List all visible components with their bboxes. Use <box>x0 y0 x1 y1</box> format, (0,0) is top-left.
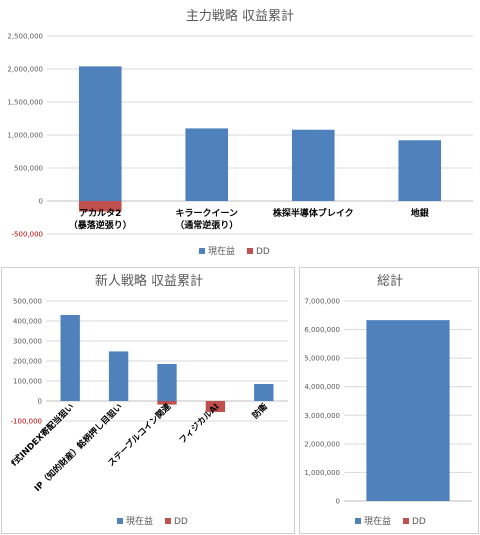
y-tick-label: 400,000 <box>13 318 42 326</box>
y-tick-label: 6,000,000 <box>304 326 340 334</box>
y-tick-label: 2,000,000 <box>7 66 43 74</box>
category-label: アカルタ2 <box>79 207 121 219</box>
legend-label: 現在益 <box>208 245 235 257</box>
y-tick-label: 0 <box>38 398 42 406</box>
bar-current-profit <box>78 66 122 201</box>
chart-title: 新人戦略 収益累計 <box>95 273 203 289</box>
y-tick-label: -100,000 <box>11 418 42 426</box>
y-tick-label: 2,000,000 <box>304 440 340 448</box>
y-tick-label: 7,000,000 <box>304 298 340 306</box>
legend-swatch-dd <box>403 518 409 524</box>
new-strategy-chart-svg: 新人戦略 収益累計 -100,000 0 100,000 200,000 300,000 4… <box>9 273 288 527</box>
legend-swatch-current <box>199 248 205 254</box>
category-label: キラークイーン <box>175 208 238 219</box>
main-strategy-chart-svg: 主力戦略 収益累計 -500,000 0 500,000 1,000,000 1,500,… <box>7 8 473 257</box>
legend-label: 現在益 <box>126 515 153 527</box>
bar-current-profit <box>398 140 442 201</box>
category-label: 地銀 <box>411 207 429 219</box>
legend-swatch-current <box>117 518 123 524</box>
bar-drawdown <box>205 401 226 412</box>
bar-current-profit <box>157 364 177 401</box>
y-tick-label: 100,000 <box>13 378 42 386</box>
y-tick-label: 500,000 <box>13 298 42 306</box>
category-label: フィジカルAI <box>178 402 222 446</box>
bar-current-profit <box>60 315 80 401</box>
y-tick-label: 1,000,000 <box>7 132 43 140</box>
bar-current-profit <box>108 351 129 401</box>
bar-current-profit <box>254 384 274 401</box>
category-label: （暴落逆張り） <box>69 219 132 231</box>
y-tick-label: 5,000,000 <box>304 355 340 363</box>
legend-label: 現在益 <box>364 515 391 527</box>
y-tick-label: 1,500,000 <box>7 99 43 107</box>
y-tick-label: 300,000 <box>13 338 42 346</box>
legend-label: DD <box>412 517 426 527</box>
legend-swatch-current <box>355 518 361 524</box>
y-tick-label: 4,000,000 <box>304 383 340 391</box>
category-label: （通常逆張り） <box>175 219 238 231</box>
bar-drawdown <box>157 401 177 405</box>
y-tick-label: 1,000,000 <box>304 469 340 477</box>
category-label: 防衛 <box>250 401 270 421</box>
y-tick-label: 500,000 <box>14 165 43 173</box>
category-label: 株探半導体ブレイク <box>273 207 354 219</box>
y-tick-label: 0 <box>336 498 340 506</box>
bar-current-profit <box>185 128 229 201</box>
bar-drawdown <box>78 201 122 212</box>
legend-swatch-dd <box>165 518 171 524</box>
total-chart: 総計 0 1,000,000 2,000,000 3,000,000 4,000,000 5… <box>299 267 479 534</box>
y-tick-label: 200,000 <box>13 358 42 366</box>
y-tick-label: -500,000 <box>12 231 43 239</box>
category-label: IP（知的財産）銘柄押し目狙い <box>32 401 125 494</box>
total-chart-svg: 総計 0 1,000,000 2,000,000 3,000,000 4,000,000 5… <box>304 273 472 527</box>
chart-title: 総計 <box>377 273 403 289</box>
new-strategy-chart: 新人戦略 収益累計 -100,000 0 100,000 200,000 300,000 4… <box>1 267 295 534</box>
bar-current-profit <box>291 129 335 201</box>
legend-swatch-dd <box>247 248 253 254</box>
legend-label: DD <box>256 247 270 257</box>
y-tick-label: 2,500,000 <box>7 33 43 41</box>
chart-title: 主力戦略 収益累計 <box>186 8 294 24</box>
y-tick-label: 3,000,000 <box>304 412 340 420</box>
main-strategy-chart: 主力戦略 収益累計 -500,000 0 500,000 1,000,000 1,500,… <box>1 1 479 263</box>
legend-label: DD <box>174 517 188 527</box>
y-tick-label: 0 <box>39 198 43 206</box>
bar-current-profit <box>366 320 450 501</box>
